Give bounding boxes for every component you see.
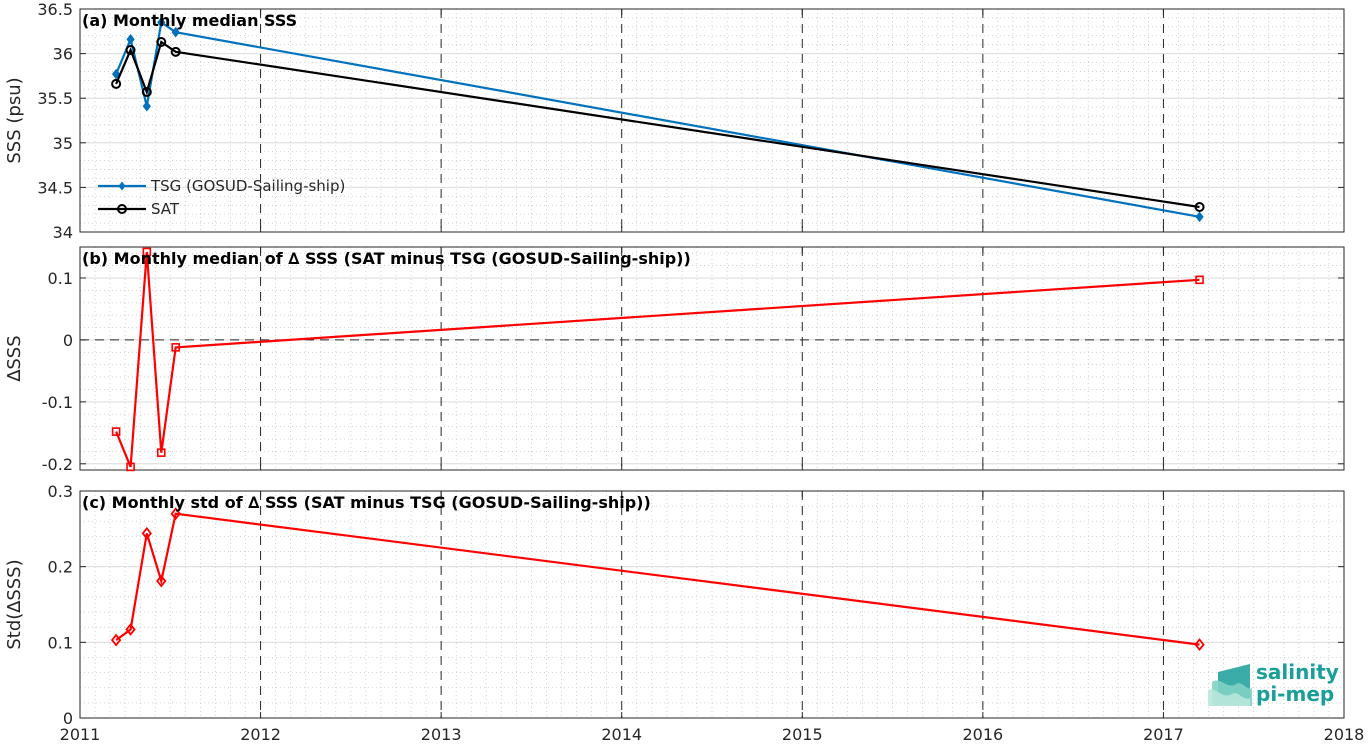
y-axis-label-c: Std(∆SSS)	[4, 559, 25, 649]
y-tick-label: 0.1	[48, 269, 73, 288]
legend-marker	[117, 204, 127, 214]
data-point	[111, 68, 121, 80]
data-point	[125, 45, 136, 56]
y-tick-label: 0	[63, 331, 73, 350]
y-tick-label: 36.5	[37, 0, 73, 19]
panel-title-c: (c) Monthly std of ∆ SSS (SAT minus TSG …	[82, 493, 651, 512]
logo-wave	[1208, 689, 1250, 706]
data-point	[156, 574, 167, 588]
data-point	[1195, 211, 1204, 223]
series-a-1	[111, 37, 1205, 213]
panel-a: 34 34.5 35 35.5 36 36.5 SSS (psu) (a) Monthly m…	[4, 0, 1345, 242]
series-c-0	[110, 507, 1205, 652]
data-point	[171, 26, 180, 38]
logo-text-salinity: salinity	[1256, 660, 1339, 684]
y-tick-label: -0.1	[42, 393, 73, 412]
data-point	[111, 427, 121, 436]
minor-grid-b	[80, 247, 1344, 470]
x-tick-label: 2011	[60, 725, 101, 744]
data-point	[126, 462, 135, 472]
logo-text-pimep: pi-mep	[1256, 682, 1334, 706]
x-tick-label: 2012	[240, 725, 281, 744]
axes-frame-b	[79, 246, 1345, 471]
legend-marker	[118, 181, 126, 191]
data-point	[1195, 275, 1204, 285]
panel-c: 0 0.1 0.2 0.3 Std(∆SSS) (c) Monthly std of ∆ …	[4, 482, 1364, 744]
x-tick-label: 2015	[782, 725, 823, 744]
x-tick-label: 2017	[1143, 725, 1184, 744]
y-axis-label-a: SSS (psu)	[4, 77, 25, 163]
panel-b: -0.2 -0.1 0 0.1 ∆SSS (b) Monthly median of ∆ …	[4, 246, 1345, 474]
data-point	[111, 78, 122, 89]
data-point	[141, 526, 152, 540]
y-tick-label: 0	[63, 709, 73, 728]
x-tick-label: 2014	[601, 725, 642, 744]
legend-label: TSG (GOSUD-Sailing-ship)	[150, 177, 345, 195]
data-point	[156, 37, 167, 48]
legend: TSG (GOSUD-Sailing-ship) SAT	[98, 177, 345, 218]
series-line	[115, 40, 1200, 209]
data-point	[141, 86, 152, 97]
series-b-0	[111, 247, 1204, 472]
data-point	[156, 448, 166, 457]
panel-title-a: (a) Monthly median SSS	[82, 11, 297, 30]
y-tick-label: 35.5	[37, 89, 73, 108]
x-tick-label: 2016	[962, 725, 1003, 744]
y-tick-label: 34.5	[37, 178, 73, 197]
data-point	[157, 17, 166, 28]
y-tick-label: 0.3	[48, 482, 73, 501]
data-point	[125, 623, 136, 636]
data-point	[126, 34, 135, 45]
y-tick-label: -0.2	[42, 455, 73, 474]
y-tick-label: 0.1	[48, 633, 73, 652]
axes-frame-a	[79, 8, 1345, 233]
series-line	[115, 251, 1200, 468]
minor-grid-a	[80, 8, 1344, 233]
legend-label: SAT	[151, 200, 180, 218]
panel-title-b: (b) Monthly median of ∆ SSS (SAT minus T…	[82, 249, 691, 268]
y-tick-label: 0.2	[48, 558, 73, 577]
data-point	[170, 507, 181, 521]
data-point	[1194, 202, 1205, 213]
x-tick-label: 2018	[1324, 725, 1365, 744]
axes-frame-c	[79, 490, 1345, 719]
y-tick-label: 34	[53, 223, 73, 242]
data-point	[142, 247, 152, 257]
data-point	[1194, 638, 1205, 652]
data-point	[171, 343, 181, 352]
y-axis-label-b: ∆SSS	[4, 335, 25, 382]
data-point	[110, 633, 122, 647]
data-point	[142, 100, 151, 112]
series-line	[115, 512, 1200, 646]
y-tick-label: 35	[53, 134, 73, 153]
data-point	[170, 46, 181, 57]
x-tick-label: 2013	[421, 725, 462, 744]
y-tick-label: 36	[53, 45, 73, 64]
